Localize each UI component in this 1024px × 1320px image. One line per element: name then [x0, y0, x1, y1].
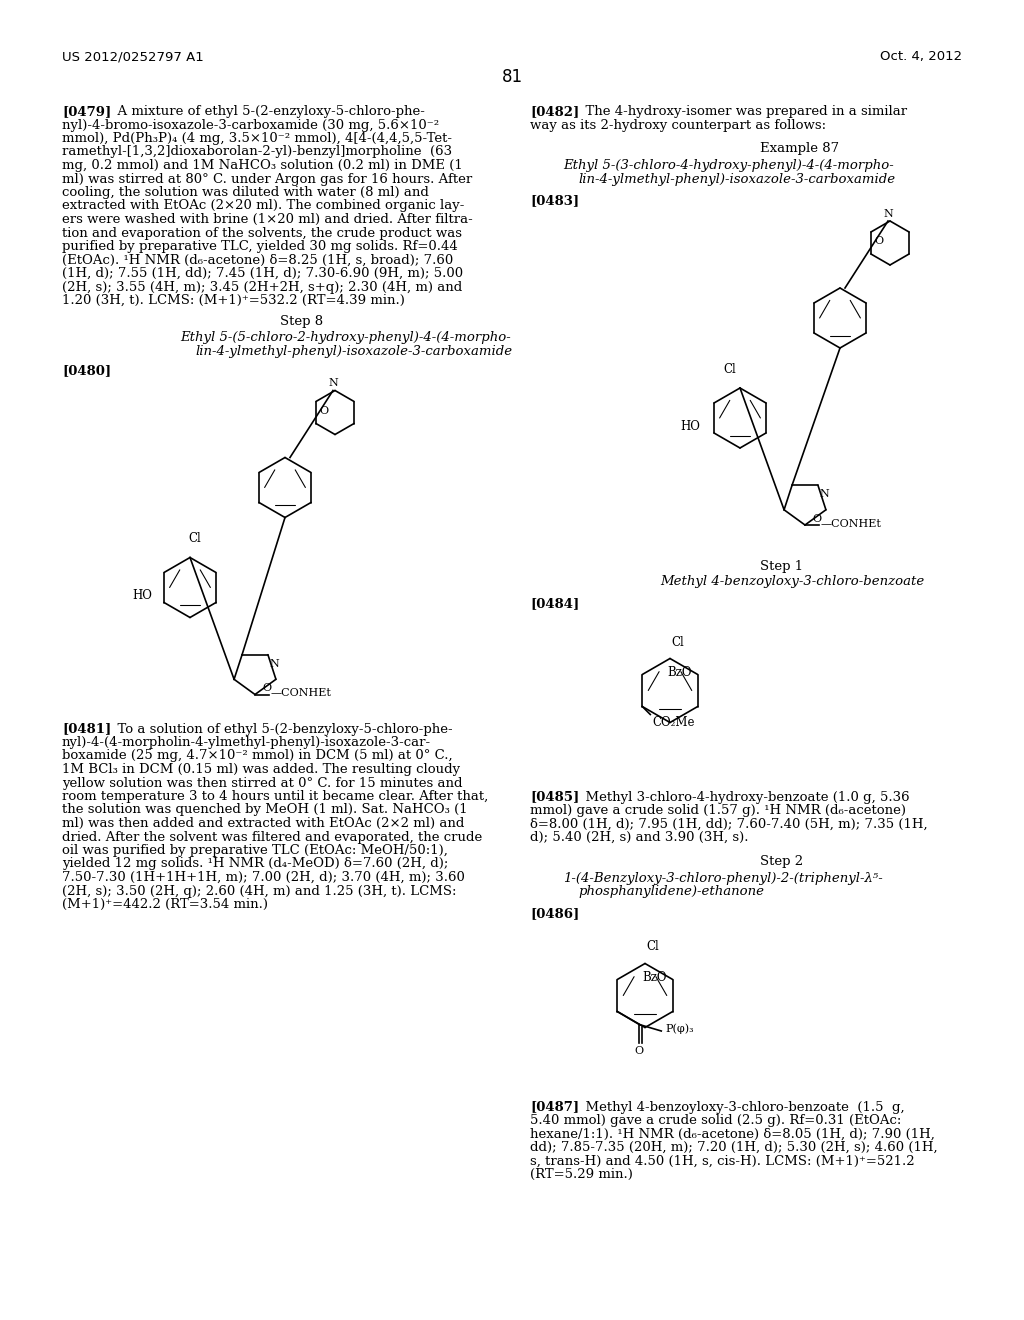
Text: Cl: Cl	[646, 940, 659, 953]
Text: Step 2: Step 2	[760, 854, 803, 867]
Text: 1-(4-Benzyloxy-3-chloro-phenyl)-2-(triphenyl-λ⁵-: 1-(4-Benzyloxy-3-chloro-phenyl)-2-(triph…	[563, 873, 883, 884]
Text: extracted with EtOAc (2×20 ml). The combined organic lay-: extracted with EtOAc (2×20 ml). The comb…	[62, 199, 464, 213]
Text: BzO: BzO	[668, 667, 692, 678]
Text: [0483]: [0483]	[530, 194, 580, 207]
Text: (2H, s); 3.55 (4H, m); 3.45 (2H+2H, s+q); 2.30 (4H, m) and: (2H, s); 3.55 (4H, m); 3.45 (2H+2H, s+q)…	[62, 281, 462, 293]
Text: A mixture of ethyl 5-(2-enzyloxy-5-chloro-phe-: A mixture of ethyl 5-(2-enzyloxy-5-chlor…	[109, 106, 425, 117]
Text: hexane/1:1). ¹H NMR (d₆-acetone) δ=8.05 (1H, d); 7.90 (1H,: hexane/1:1). ¹H NMR (d₆-acetone) δ=8.05 …	[530, 1127, 935, 1140]
Text: Methyl 3-chloro-4-hydroxy-benzoate (1.0 g, 5.36: Methyl 3-chloro-4-hydroxy-benzoate (1.0 …	[577, 791, 909, 804]
Text: ers were washed with brine (1×20 ml) and dried. After filtra-: ers were washed with brine (1×20 ml) and…	[62, 213, 473, 226]
Text: CO₂Me: CO₂Me	[652, 717, 695, 730]
Text: [0482]: [0482]	[530, 106, 580, 117]
Text: Methyl 4-benzoyloxy-3-chloro-benzoate: Methyl 4-benzoyloxy-3-chloro-benzoate	[660, 576, 925, 589]
Text: O: O	[318, 405, 328, 416]
Text: [0487]: [0487]	[530, 1101, 580, 1114]
Text: (RT=5.29 min.): (RT=5.29 min.)	[530, 1168, 633, 1181]
Text: ml) was stirred at 80° C. under Argon gas for 16 hours. After: ml) was stirred at 80° C. under Argon ga…	[62, 173, 472, 186]
Text: (1H, d); 7.55 (1H, dd); 7.45 (1H, d); 7.30-6.90 (9H, m); 5.00: (1H, d); 7.55 (1H, dd); 7.45 (1H, d); 7.…	[62, 267, 463, 280]
Text: Ethyl 5-(3-chloro-4-hydroxy-phenyl)-4-(4-morpho-: Ethyl 5-(3-chloro-4-hydroxy-phenyl)-4-(4…	[563, 160, 894, 173]
Text: Cl: Cl	[672, 635, 684, 648]
Text: 1M BCl₃ in DCM (0.15 ml) was added. The resulting cloudy: 1M BCl₃ in DCM (0.15 ml) was added. The …	[62, 763, 460, 776]
Text: Step 1: Step 1	[760, 560, 803, 573]
Text: (EtOAc). ¹H NMR (d₆-acetone) δ=8.25 (1H, s, broad); 7.60: (EtOAc). ¹H NMR (d₆-acetone) δ=8.25 (1H,…	[62, 253, 454, 267]
Text: way as its 2-hydroxy counterpart as follows:: way as its 2-hydroxy counterpart as foll…	[530, 119, 826, 132]
Text: nyl)-4-bromo-isoxazole-3-carboxamide (30 mg, 5.6×10⁻²: nyl)-4-bromo-isoxazole-3-carboxamide (30…	[62, 119, 439, 132]
Text: s, trans-H) and 4.50 (1H, s, cis-H). LCMS: (M+1)⁺=521.2: s, trans-H) and 4.50 (1H, s, cis-H). LCM…	[530, 1155, 914, 1167]
Text: To a solution of ethyl 5-(2-benzyloxy-5-chloro-phe-: To a solution of ethyl 5-(2-benzyloxy-5-…	[109, 722, 453, 735]
Text: 7.50-7.30 (1H+1H+1H, m); 7.00 (2H, d); 3.70 (4H, m); 3.60: 7.50-7.30 (1H+1H+1H, m); 7.00 (2H, d); 3…	[62, 871, 465, 884]
Text: Ethyl 5-(5-chloro-2-hydroxy-phenyl)-4-(4-morpho-: Ethyl 5-(5-chloro-2-hydroxy-phenyl)-4-(4…	[180, 331, 511, 345]
Text: dried. After the solvent was filtered and evaporated, the crude: dried. After the solvent was filtered an…	[62, 830, 482, 843]
Text: mmol) gave a crude solid (1.57 g). ¹H NMR (d₆-acetone): mmol) gave a crude solid (1.57 g). ¹H NM…	[530, 804, 906, 817]
Text: N: N	[883, 209, 893, 219]
Text: O: O	[873, 236, 883, 246]
Text: phosphanylidene)-ethanone: phosphanylidene)-ethanone	[578, 886, 764, 899]
Text: BzO: BzO	[642, 972, 667, 983]
Text: [0480]: [0480]	[62, 364, 112, 378]
Text: Cl: Cl	[724, 363, 736, 376]
Text: lin-4-ylmethyl-phenyl)-isoxazole-3-carboxamide: lin-4-ylmethyl-phenyl)-isoxazole-3-carbo…	[578, 173, 895, 186]
Text: O: O	[635, 1047, 644, 1056]
Text: Example 87: Example 87	[760, 143, 839, 154]
Text: N: N	[328, 379, 338, 388]
Text: —CONHEt: —CONHEt	[821, 519, 882, 529]
Text: 1.20 (3H, t). LCMS: (M+1)⁺=532.2 (RT=4.39 min.): 1.20 (3H, t). LCMS: (M+1)⁺=532.2 (RT=4.3…	[62, 294, 404, 308]
Text: dd); 7.85-7.35 (20H, m); 7.20 (1H, d); 5.30 (2H, s); 4.60 (1H,: dd); 7.85-7.35 (20H, m); 7.20 (1H, d); 5…	[530, 1140, 938, 1154]
Text: tion and evaporation of the solvents, the crude product was: tion and evaporation of the solvents, th…	[62, 227, 462, 239]
Text: d); 5.40 (2H, s) and 3.90 (3H, s).: d); 5.40 (2H, s) and 3.90 (3H, s).	[530, 832, 749, 843]
Text: US 2012/0252797 A1: US 2012/0252797 A1	[62, 50, 204, 63]
Text: ml) was then added and extracted with EtOAc (2×2 ml) and: ml) was then added and extracted with Et…	[62, 817, 464, 830]
Text: (M+1)⁺=442.2 (RT=3.54 min.): (M+1)⁺=442.2 (RT=3.54 min.)	[62, 898, 268, 911]
Text: room temperature 3 to 4 hours until it became clear. After that,: room temperature 3 to 4 hours until it b…	[62, 789, 488, 803]
Text: 5.40 mmol) gave a crude solid (2.5 g). Rf=0.31 (EtOAc:: 5.40 mmol) gave a crude solid (2.5 g). R…	[530, 1114, 901, 1127]
Text: [0484]: [0484]	[530, 597, 580, 610]
Text: Oct. 4, 2012: Oct. 4, 2012	[880, 50, 962, 63]
Text: [0485]: [0485]	[530, 791, 580, 804]
Text: N: N	[270, 659, 280, 669]
Text: HO: HO	[132, 589, 152, 602]
Text: yellow solution was then stirred at 0° C. for 15 minutes and: yellow solution was then stirred at 0° C…	[62, 776, 463, 789]
Text: purified by preparative TLC, yielded 30 mg solids. Rf=0.44: purified by preparative TLC, yielded 30 …	[62, 240, 458, 253]
Text: Methyl 4-benzoyloxy-3-chloro-benzoate  (1.5  g,: Methyl 4-benzoyloxy-3-chloro-benzoate (1…	[577, 1101, 904, 1114]
Text: 81: 81	[502, 69, 522, 86]
Text: The 4-hydroxy-isomer was prepared in a similar: The 4-hydroxy-isomer was prepared in a s…	[577, 106, 907, 117]
Text: lin-4-ylmethyl-phenyl)-isoxazole-3-carboxamide: lin-4-ylmethyl-phenyl)-isoxazole-3-carbo…	[195, 345, 512, 358]
Text: nyl)-4-(4-morpholin-4-ylmethyl-phenyl)-isoxazole-3-car-: nyl)-4-(4-morpholin-4-ylmethyl-phenyl)-i…	[62, 737, 431, 748]
Text: ramethyl-[1,3,2]dioxaborolan-2-yl)-benzyl]morpholine  (63: ramethyl-[1,3,2]dioxaborolan-2-yl)-benzy…	[62, 145, 453, 158]
Text: HO: HO	[680, 420, 700, 433]
Text: O: O	[813, 513, 822, 524]
Text: [0486]: [0486]	[530, 907, 580, 920]
Text: yielded 12 mg solids. ¹H NMR (d₄-MeOD) δ=7.60 (2H, d);: yielded 12 mg solids. ¹H NMR (d₄-MeOD) δ…	[62, 858, 449, 870]
Text: mg, 0.2 mmol) and 1M NaHCO₃ solution (0.2 ml) in DME (1: mg, 0.2 mmol) and 1M NaHCO₃ solution (0.…	[62, 158, 463, 172]
Text: Step 8: Step 8	[280, 315, 324, 329]
Text: mmol), Pd(Ph₃P)₄ (4 mg, 3.5×10⁻² mmol), 4[4-(4,4,5,5-Tet-: mmol), Pd(Ph₃P)₄ (4 mg, 3.5×10⁻² mmol), …	[62, 132, 452, 145]
Text: δ=8.00 (1H, d); 7.95 (1H, dd); 7.60-7.40 (5H, m); 7.35 (1H,: δ=8.00 (1H, d); 7.95 (1H, dd); 7.60-7.40…	[530, 817, 928, 830]
Text: oil was purified by preparative TLC (EtOAc: MeOH/50:1),: oil was purified by preparative TLC (EtO…	[62, 843, 447, 857]
Text: boxamide (25 mg, 4.7×10⁻² mmol) in DCM (5 ml) at 0° C.,: boxamide (25 mg, 4.7×10⁻² mmol) in DCM (…	[62, 750, 453, 763]
Text: —CONHEt: —CONHEt	[271, 689, 332, 698]
Text: Cl: Cl	[188, 532, 202, 545]
Text: [0479]: [0479]	[62, 106, 112, 117]
Text: cooling, the solution was diluted with water (8 ml) and: cooling, the solution was diluted with w…	[62, 186, 429, 199]
Text: the solution was quenched by MeOH (1 ml). Sat. NaHCO₃ (1: the solution was quenched by MeOH (1 ml)…	[62, 804, 468, 817]
Text: N: N	[820, 490, 829, 499]
Text: (2H, s); 3.50 (2H, q); 2.60 (4H, m) and 1.25 (3H, t). LCMS:: (2H, s); 3.50 (2H, q); 2.60 (4H, m) and …	[62, 884, 457, 898]
Text: P(φ)₃: P(φ)₃	[666, 1024, 694, 1035]
Text: O: O	[263, 684, 272, 693]
Text: [0481]: [0481]	[62, 722, 112, 735]
